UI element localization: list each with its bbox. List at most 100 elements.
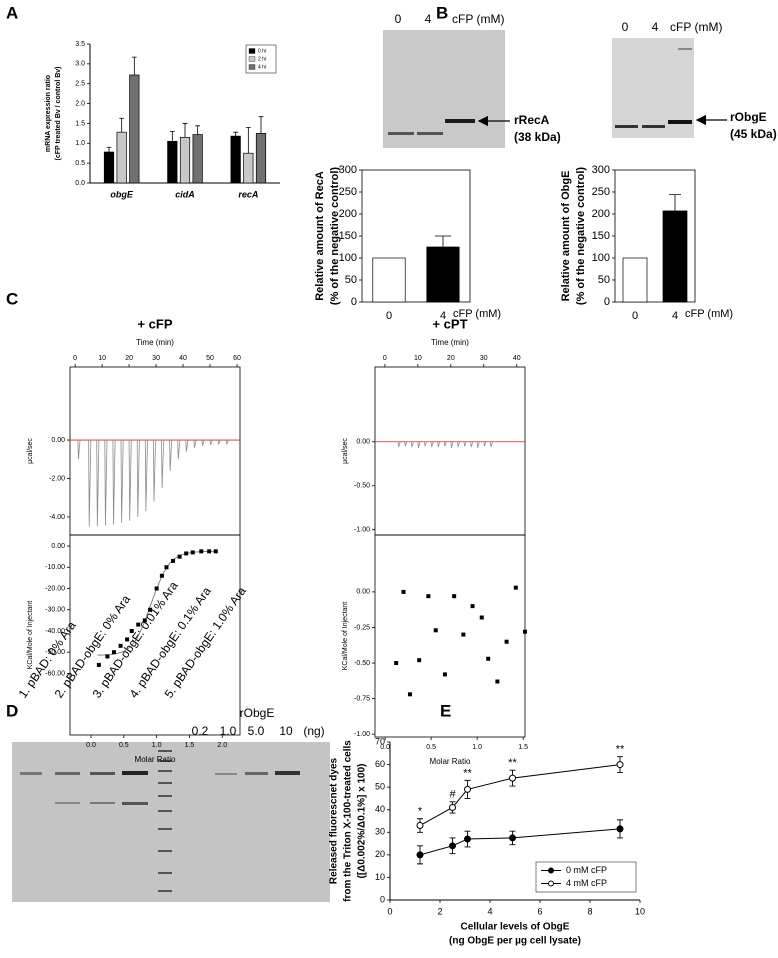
- bar: [662, 210, 688, 303]
- x-tick-label: 10: [98, 355, 106, 362]
- lane-label: 10: [279, 724, 293, 738]
- significance-label: **: [616, 744, 625, 756]
- gel-band: [668, 120, 692, 124]
- injection-peak: [417, 441, 421, 449]
- error-bar: [169, 130, 175, 142]
- injection-peak: [88, 440, 92, 527]
- x-axis-label: Cellular levels of ObgE: [461, 922, 570, 933]
- x-axis-label: (ng ObgE per µg cell lysate): [449, 936, 581, 947]
- gel-band: [55, 772, 80, 775]
- x-tick-label: 2.0: [217, 742, 227, 749]
- lane-label: 0: [395, 12, 402, 26]
- gel-band: [275, 771, 300, 775]
- injection-peak: [470, 441, 474, 448]
- injection-peak: [443, 441, 447, 447]
- gel-band: [642, 125, 665, 128]
- x-axis-label: Time (min): [431, 338, 469, 347]
- data-point: [509, 834, 516, 842]
- category-label: obgE: [110, 189, 133, 199]
- data-point: [129, 628, 134, 633]
- y-tick-label: 3.0: [75, 61, 85, 68]
- gel-image: [383, 30, 505, 148]
- bar: [116, 131, 127, 184]
- bar: [372, 257, 406, 303]
- plot-frame: [374, 366, 526, 536]
- y-tick-label: 200: [339, 208, 357, 220]
- data-point: [125, 637, 130, 642]
- injection-peak: [201, 439, 205, 446]
- bar: [622, 257, 648, 303]
- panel-label: B: [436, 3, 448, 22]
- y-tick-label: -0.50: [354, 660, 370, 667]
- data-point: [442, 672, 447, 677]
- y-axis-label: Relative amount of RecA: [314, 171, 326, 301]
- injection-peak: [152, 440, 156, 502]
- x-axis-label: cFP (mM): [685, 308, 733, 320]
- x-tick-label: 0.5: [119, 742, 129, 749]
- x-tick-label: 1.5: [518, 744, 528, 751]
- gel-band: [122, 802, 148, 805]
- injection-peak: [225, 439, 229, 446]
- injection-peak: [193, 439, 197, 448]
- category-label: cidA: [175, 189, 195, 199]
- bar: [426, 246, 460, 303]
- injection-peak: [185, 439, 189, 452]
- x-tick-label: 0.0: [86, 742, 96, 749]
- gel-image: [12, 742, 330, 902]
- gel-band: [245, 772, 268, 775]
- y-axis-label: ([Δ0.002%/Δ0.1%] x 100): [357, 764, 368, 879]
- data-point: [616, 825, 624, 833]
- data-point: [433, 628, 438, 633]
- injection-peak: [128, 440, 132, 521]
- x-axis-label: Molar Ratio: [430, 757, 471, 766]
- x-tick-label: 10: [635, 906, 645, 916]
- data-point: [177, 554, 182, 559]
- standard-label: rObgE: [240, 706, 275, 720]
- gel-band: [678, 48, 692, 50]
- y-tick-label: -0.50: [354, 483, 370, 490]
- error-bar: [233, 131, 239, 137]
- y-tick-label: 300: [339, 164, 357, 176]
- data-point: [142, 618, 147, 623]
- y-tick-label: -40.00: [45, 628, 65, 635]
- y-tick-label: 100: [339, 252, 357, 264]
- y-tick-label: 0.5: [75, 160, 85, 167]
- x-tick-label: 30: [480, 355, 488, 362]
- category-label: 0: [632, 310, 638, 322]
- gel-band: [20, 772, 42, 775]
- data-point: [449, 803, 456, 811]
- y-tick-label: -0.75: [354, 695, 370, 702]
- data-point: [479, 615, 484, 620]
- data-point: [464, 785, 471, 793]
- y-tick-label: -30.00: [45, 607, 65, 614]
- injection-peak: [161, 440, 165, 489]
- bar: [192, 134, 203, 184]
- band-label: (45 kDa): [730, 127, 777, 141]
- significance-label: **: [463, 767, 472, 779]
- bar: [103, 151, 115, 184]
- data-point: [452, 594, 457, 599]
- category-label: 4: [672, 310, 678, 322]
- plot-frame: [374, 534, 526, 738]
- error-bar: [182, 123, 188, 138]
- y-tick-label: 70: [375, 736, 385, 746]
- x-tick-label: 0: [73, 355, 77, 362]
- data-point: [136, 622, 141, 627]
- gel-band: [215, 773, 237, 775]
- injection-peak: [457, 441, 461, 448]
- x-tick-label: 4: [487, 906, 492, 916]
- gel-band: [90, 772, 115, 775]
- injection-peak: [437, 441, 441, 448]
- y-tick-label: -2.00: [49, 475, 65, 482]
- x-tick-label: 10: [414, 355, 422, 362]
- x-tick-label: 40: [513, 355, 521, 362]
- y-tick-label: 0: [380, 894, 385, 904]
- error-bar: [434, 235, 452, 247]
- injection-peak: [209, 439, 213, 445]
- lane-label: 0.2: [192, 724, 209, 738]
- data-point: [417, 658, 422, 663]
- data-point: [190, 550, 195, 555]
- y-tick-label: 0: [604, 296, 610, 308]
- y-axis-label: KCal/Mole of Injectant: [27, 601, 34, 670]
